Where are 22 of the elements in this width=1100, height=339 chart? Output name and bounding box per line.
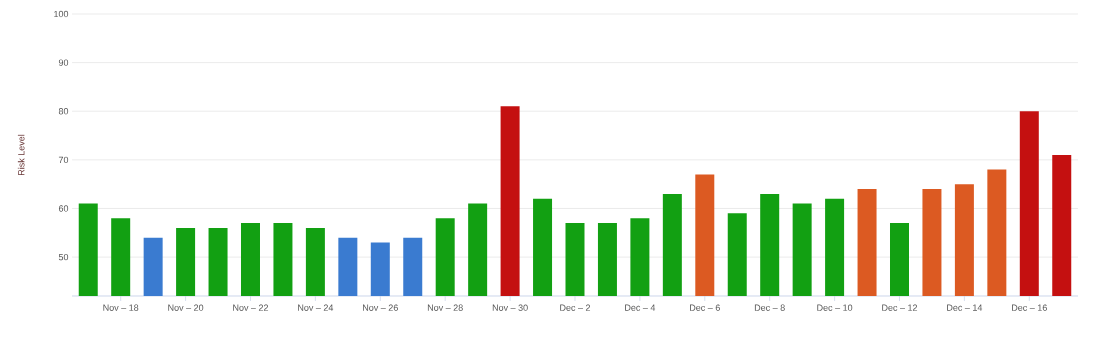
y-tick-label: 90: [58, 59, 69, 66]
y-tick-label: 60: [58, 205, 69, 212]
x-tick-label: Dec – 2: [560, 304, 591, 311]
y-tick-label: 50: [58, 253, 69, 261]
x-tick-label: Dec – 14: [947, 304, 983, 311]
x-tick-label: Dec – 10: [817, 304, 853, 311]
x-tick-label: Nov – 26: [363, 304, 398, 311]
x-tick-label: Dec – 6: [690, 304, 720, 311]
x-tick-label: Dec – 16: [1012, 304, 1047, 311]
y-tick-label: 80: [58, 108, 69, 115]
x-tick-label: Nov – 22: [233, 304, 269, 311]
x-tick-label: Dec – 8: [754, 304, 785, 311]
x-tick-label: Nov – 18: [103, 304, 139, 311]
y-tick-label: 100: [54, 10, 69, 18]
x-tick-label: Nov – 24: [298, 304, 334, 311]
x-tick-label: Nov – 20: [168, 304, 204, 311]
y-axis-title: Risk Level: [17, 134, 25, 176]
x-tick-label: Nov – 28: [427, 304, 463, 311]
x-tick-label: Dec – 12: [882, 304, 918, 311]
x-tick-label: Nov – 30: [492, 304, 528, 311]
y-tick-label: 70: [58, 156, 69, 164]
x-tick-label: Dec – 4: [625, 304, 656, 311]
